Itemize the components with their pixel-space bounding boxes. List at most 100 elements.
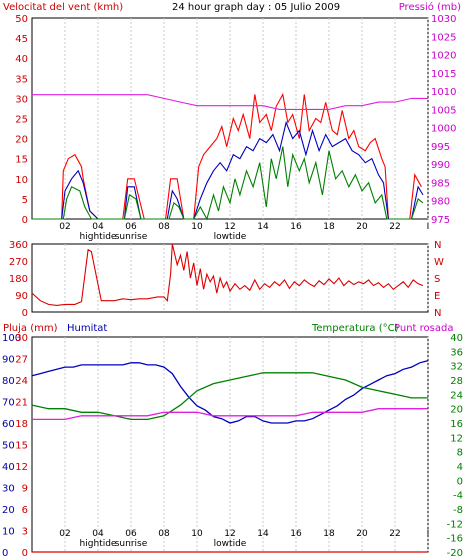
humidity-tick-label: 90 — [2, 355, 15, 366]
rain-tick-label: 21 — [15, 398, 28, 409]
temperature-frame — [31, 336, 429, 553]
rain-tick-label: 15 — [15, 441, 28, 452]
temperature-tick-label: 0 — [457, 476, 463, 487]
temperature-event-label: sunrise — [115, 539, 148, 549]
direction-tick-label: 270 — [9, 257, 28, 268]
pressure-tick-label: 1015 — [431, 69, 456, 80]
compass-label: S — [434, 274, 440, 285]
humidity-tick-label: 60 — [2, 419, 15, 430]
wind-speed-tick-label: 30 — [15, 94, 28, 105]
wind-tick-label: 08 — [158, 222, 170, 232]
temp-series-dewpoint — [32, 408, 428, 421]
rain-tick-label: 30 — [15, 333, 28, 344]
wind-speed-tick-label: 10 — [15, 175, 28, 186]
temperature-tick-label: 40 — [450, 333, 463, 344]
wind-tick-label: 22 — [389, 222, 400, 232]
humidity-tick-label: 50 — [2, 441, 15, 452]
temperature-tick-label: 02 — [59, 529, 70, 539]
temperature-tick-label: 32 — [450, 362, 463, 373]
pressure-tick-label: 995 — [431, 142, 450, 153]
pressure-tick-label: 985 — [431, 178, 450, 189]
wind-event-label: lowtide — [214, 232, 247, 242]
compass-label: N — [434, 240, 441, 251]
rain-tick-label: 3 — [22, 527, 28, 538]
dewpoint-axis-title: Punt rosada — [394, 323, 453, 334]
temperature-tick-label: 18 — [323, 529, 335, 539]
rain-tick-label: 18 — [15, 419, 28, 430]
direction-series-direction — [31, 243, 424, 306]
wind-tick-label: 10 — [191, 222, 203, 232]
rain-tick-label: 0 — [22, 548, 28, 556]
wind-speed-tick-label: 40 — [15, 54, 28, 65]
wind-series-green — [32, 146, 424, 221]
temperature-tick-label: 24 — [450, 390, 463, 401]
temp-series-temperature — [31, 372, 428, 421]
wind-speed-tick-label: 0 — [22, 215, 28, 226]
temperature-tick-label: 14 — [257, 529, 269, 539]
temperature-tick-label: 08 — [158, 529, 170, 539]
temp-series-humidity — [31, 359, 429, 424]
header-date-title: 24 hour graph day : 05 Julio 2009 — [172, 2, 340, 13]
wind-speed-tick-label: 25 — [15, 115, 28, 126]
rain-tick-label: 27 — [15, 355, 28, 366]
wind-event-label: hightide — [80, 232, 117, 242]
temperature-tick-label: 12 — [450, 433, 463, 444]
temperature-tick-label: -8 — [453, 505, 463, 516]
temperature-tick-label: I — [427, 529, 430, 539]
temperature-event-label: lowtide — [214, 539, 247, 549]
wind-event-label: sunrise — [115, 232, 148, 242]
wind-speed-tick-label: 35 — [15, 74, 28, 85]
humidity-tick-label: 10 — [2, 527, 15, 538]
temperature-tick-label: 36 — [450, 347, 463, 358]
temperature-tick-label: -20 — [447, 548, 463, 556]
humidity-axis-title: Humitat — [67, 323, 107, 334]
temperature-tick-label: 28 — [450, 376, 463, 387]
wind-series-pressure — [32, 94, 428, 110]
temperature-tick-label: -12 — [447, 519, 463, 530]
pressure-tick-label: 1025 — [431, 32, 456, 43]
compass-label: W — [434, 257, 444, 268]
pressure-tick-label: 1030 — [431, 14, 456, 25]
pressure-tick-label: 980 — [431, 197, 450, 208]
direction-tick-label: 360 — [9, 240, 28, 251]
header-wind-speed-title: Velocitat del vent (kmh) — [3, 2, 123, 13]
temperature-axis-title: Temperatura (°C) — [311, 323, 399, 334]
wind-tick-label: I — [427, 222, 430, 232]
temperature-tick-label: -16 — [447, 534, 463, 545]
rain-axis-title: Pluja (mm) — [3, 323, 58, 334]
temperature-humidity-panel: 0102030405060708090100036912151821242730… — [2, 333, 463, 556]
pressure-tick-label: 1005 — [431, 105, 456, 116]
humidity-tick-label: 100 — [2, 333, 21, 344]
wind-tick-label: 12 — [224, 222, 235, 232]
wind-speed-tick-label: 5 — [22, 195, 28, 206]
humidity-tick-label: 40 — [2, 462, 15, 473]
direction-tick-label: 90 — [15, 291, 28, 302]
wind-tick-label: 02 — [59, 222, 70, 232]
humidity-tick-label: 20 — [2, 505, 15, 516]
compass-label: E — [434, 291, 440, 302]
temperature-tick-label: 04 — [92, 529, 104, 539]
temperature-tick-label: 20 — [356, 529, 368, 539]
temperature-tick-label: 06 — [125, 529, 137, 539]
humidity-tick-label: 30 — [2, 484, 15, 495]
wind-tick-label: 06 — [125, 222, 137, 232]
wind-tick-label: 16 — [290, 222, 302, 232]
temperature-tick-label: 10 — [191, 529, 203, 539]
temperature-tick-label: 8 — [457, 448, 463, 459]
temperature-tick-label: 16 — [450, 419, 463, 430]
temperature-tick-label: 22 — [389, 529, 400, 539]
wind-speed-tick-label: 15 — [15, 155, 28, 166]
wind-speed-tick-label: 45 — [15, 34, 28, 45]
pressure-tick-label: 975 — [431, 215, 450, 226]
wind-series-average — [32, 120, 424, 220]
rain-tick-label: 12 — [15, 462, 28, 473]
pressure-tick-label: 1010 — [431, 87, 456, 98]
compass-label: N — [434, 308, 441, 319]
temperature-tick-label: 4 — [457, 462, 463, 473]
pressure-tick-label: 990 — [431, 160, 450, 171]
wind-speed-tick-label: 20 — [15, 135, 28, 146]
pressure-tick-label: 1020 — [431, 51, 456, 62]
humidity-tick-label: 70 — [2, 398, 15, 409]
